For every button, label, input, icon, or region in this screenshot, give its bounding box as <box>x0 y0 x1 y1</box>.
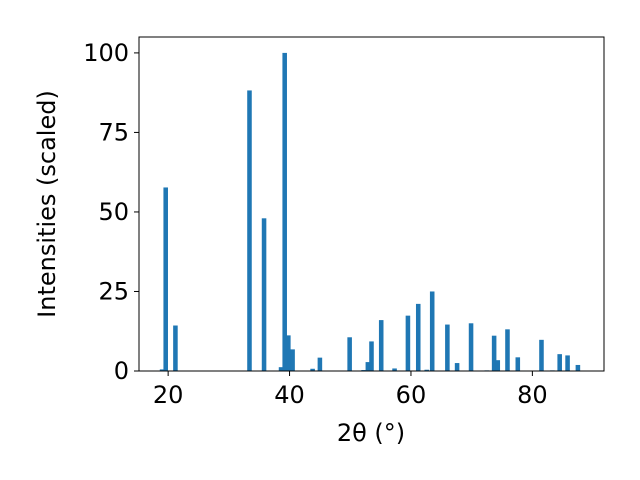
x-tick-label: 80 <box>517 381 548 409</box>
y-tick-label: 75 <box>98 118 129 146</box>
x-axis-ticks: 20 40 60 80 <box>153 371 548 409</box>
bar <box>369 341 374 371</box>
y-tick-label: 0 <box>114 357 129 385</box>
x-tick-label: 40 <box>274 381 305 409</box>
bar <box>515 357 521 371</box>
bar <box>491 335 497 371</box>
y-tick-label: 50 <box>98 198 129 226</box>
bar <box>310 368 315 371</box>
bar <box>173 325 178 371</box>
bar <box>405 315 411 371</box>
bar <box>392 368 397 371</box>
y-tick-label: 100 <box>83 39 129 67</box>
bar <box>495 360 501 371</box>
bar <box>278 367 284 371</box>
bar <box>247 90 252 371</box>
bar <box>290 349 295 371</box>
bars-group <box>159 52 581 372</box>
bar <box>575 364 581 371</box>
y-axis-ticks: 0 25 50 75 100 <box>83 39 139 385</box>
bar <box>565 355 570 371</box>
bar <box>454 363 460 371</box>
bar <box>317 357 323 371</box>
bar <box>424 369 430 371</box>
bar <box>365 362 371 371</box>
x-tick-label: 20 <box>153 381 184 409</box>
bar <box>468 323 474 371</box>
bar <box>429 291 435 371</box>
bar <box>557 354 562 371</box>
x-tick-label: 60 <box>396 381 427 409</box>
bar <box>159 369 165 371</box>
y-tick-label: 25 <box>98 277 129 305</box>
y-axis-label: Intensities (scaled) <box>33 90 61 318</box>
bar <box>539 339 544 371</box>
bar <box>282 52 287 372</box>
bar <box>347 337 352 371</box>
bar <box>378 320 384 371</box>
plot-frame <box>138 36 605 372</box>
x-axis-label: 2θ (°) <box>337 419 405 447</box>
bar <box>286 335 291 371</box>
bar <box>505 329 510 371</box>
bar <box>163 187 168 371</box>
bar <box>445 324 450 371</box>
bar <box>415 303 421 371</box>
bar <box>261 218 267 371</box>
